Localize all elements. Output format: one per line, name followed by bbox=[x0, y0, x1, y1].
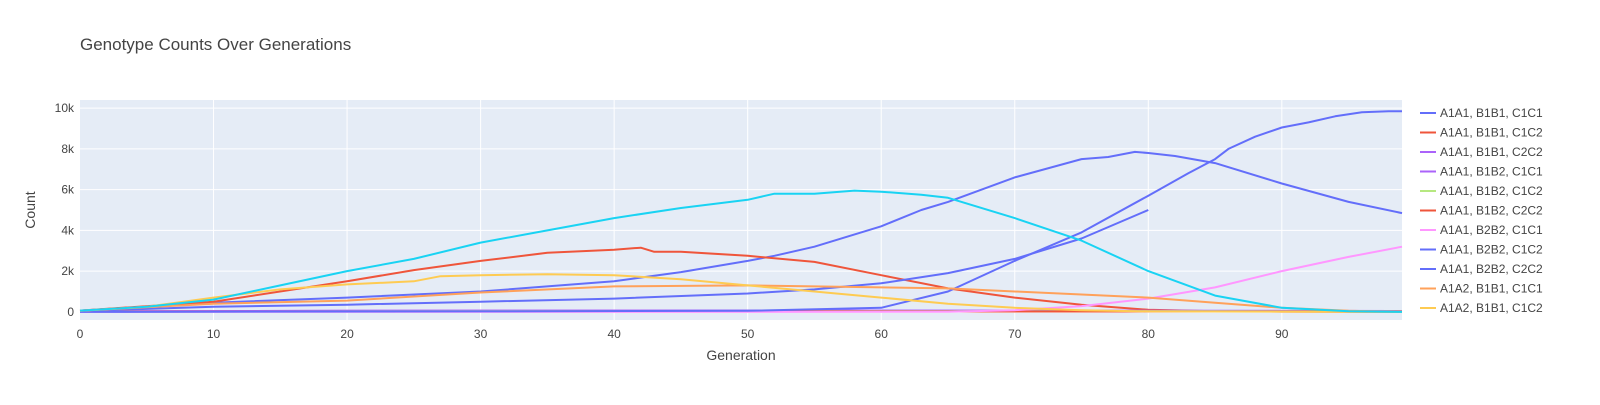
chart-title: Genotype Counts Over Generations bbox=[80, 35, 351, 54]
y-axis-ticks: 0 2k 4k 6k 8k 10k bbox=[55, 101, 75, 319]
x-tick-label: 30 bbox=[474, 327, 488, 341]
legend-item[interactable]: A1A1, B1B1, C2C2 bbox=[1406, 145, 1543, 159]
legend-label: A1A2, B1B1, C2C2 bbox=[1440, 321, 1543, 335]
legend-label: A1A1, B2B2, C1C2 bbox=[1440, 243, 1543, 257]
legend-item[interactable]: A1A1, B2B2, C2C2 bbox=[1406, 262, 1543, 276]
legend-label: A1A2, B1B1, C1C2 bbox=[1440, 301, 1543, 315]
x-tick-label: 80 bbox=[1142, 327, 1156, 341]
legend-item[interactable]: A1A1, B1B2, C1C2 bbox=[1406, 184, 1543, 198]
y-tick-label: 0 bbox=[67, 305, 74, 319]
legend-item[interactable]: A1A1, B1B2, C1C1 bbox=[1406, 165, 1543, 179]
legend-label: A1A2, B1B1, C1C1 bbox=[1440, 282, 1543, 296]
legend-label: A1A1, B1B2, C1C1 bbox=[1440, 165, 1543, 179]
x-tick-label: 50 bbox=[741, 327, 755, 341]
x-axis-title: Generation bbox=[706, 347, 775, 363]
legend[interactable]: A1A1, B1B1, C1C1 A1A1, B1B1, C1C2 A1A1, B1… bbox=[1406, 106, 1543, 335]
y-tick-label: 8k bbox=[61, 142, 75, 156]
legend-item[interactable]: A1A2, B1B1, C1C2 bbox=[1406, 301, 1543, 315]
y-tick-label: 10k bbox=[55, 101, 75, 115]
y-tick-label: 6k bbox=[61, 183, 75, 197]
legend-label: A1A1, B2B2, C2C2 bbox=[1440, 262, 1543, 276]
y-tick-label: 2k bbox=[61, 264, 75, 278]
legend-label: A1A1, B1B1, C2C2 bbox=[1440, 145, 1543, 159]
legend-item[interactable]: A1A2, B1B1, C2C2 bbox=[1406, 321, 1543, 335]
x-tick-label: 10 bbox=[207, 327, 221, 341]
legend-label: A1A1, B2B2, C1C1 bbox=[1440, 223, 1543, 237]
legend-item[interactable]: A1A1, B2B2, C1C1 bbox=[1406, 223, 1543, 237]
legend-label: A1A1, B1B2, C1C2 bbox=[1440, 184, 1543, 198]
x-tick-label: 70 bbox=[1008, 327, 1022, 341]
plot-area bbox=[80, 100, 1402, 320]
x-tick-label: 0 bbox=[77, 327, 84, 341]
y-axis-title: Count bbox=[22, 191, 38, 228]
x-tick-label: 40 bbox=[607, 327, 621, 341]
legend-item[interactable]: A1A1, B1B2, C2C2 bbox=[1406, 204, 1543, 218]
legend-item[interactable]: A1A1, B1B1, C1C1 bbox=[1406, 106, 1543, 120]
legend-item[interactable]: A1A1, B2B2, C1C2 bbox=[1406, 243, 1543, 257]
legend-label: A1A1, B1B1, C1C1 bbox=[1440, 106, 1543, 120]
y-tick-label: 4k bbox=[61, 223, 75, 237]
legend-label: A1A1, B1B1, C1C2 bbox=[1440, 126, 1543, 140]
x-tick-label: 60 bbox=[875, 327, 889, 341]
legend-item[interactable]: A1A1, B1B1, C1C2 bbox=[1406, 126, 1543, 140]
legend-label: A1A1, B1B2, C2C2 bbox=[1440, 204, 1543, 218]
x-axis-ticks: 0 10 20 30 40 50 60 70 80 90 bbox=[77, 327, 1289, 341]
x-tick-label: 90 bbox=[1275, 327, 1289, 341]
x-tick-label: 20 bbox=[340, 327, 354, 341]
legend-item[interactable]: A1A2, B1B1, C1C1 bbox=[1406, 282, 1543, 296]
